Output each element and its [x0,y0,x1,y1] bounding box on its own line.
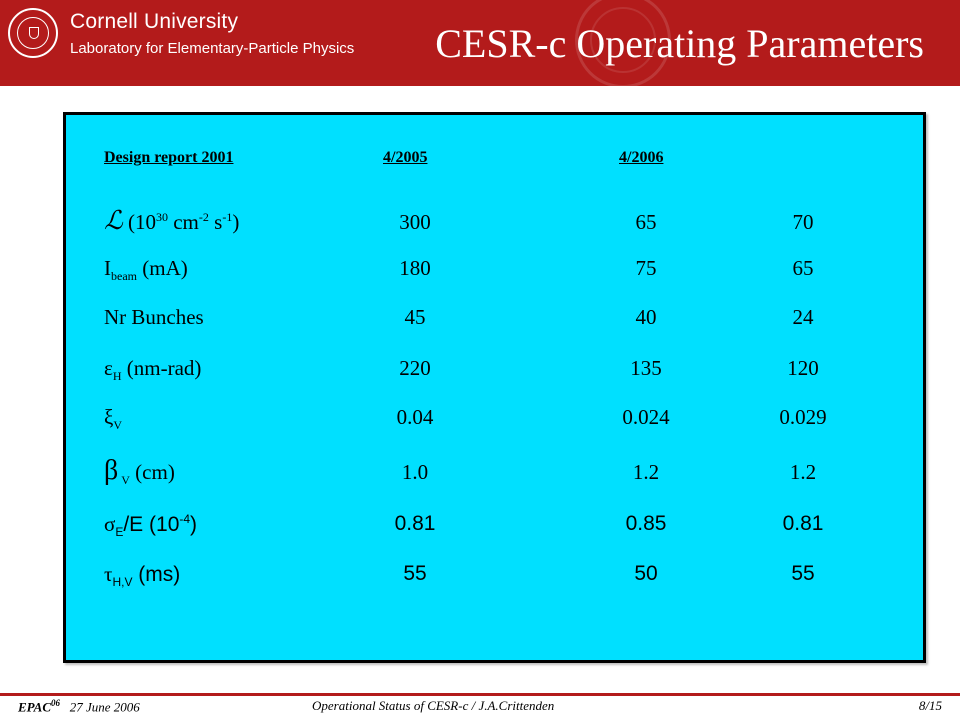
table-cell: 135 [630,356,662,380]
table-cell: 1.2 [789,460,817,484]
parameters-panel [63,112,926,663]
table-cell: 300 [399,210,431,234]
table-cell: 75 [635,256,657,280]
table-cell: 180 [399,256,431,280]
laboratory-name: Laboratory for Elementary-Particle Physi… [70,40,355,57]
table-cell: 0.85 [625,512,667,535]
column-header-design-report: Design report 2001 [104,149,234,166]
column-header-2005: 4/2005 [383,149,428,166]
seal-watermark-icon [575,0,671,88]
table-cell: 220 [399,356,431,380]
slide-title: CESR-c Operating Parameters [435,21,924,66]
table-cell: 50 [634,562,658,585]
row-label-emittance: εH (nm-rad) [104,356,202,384]
table-cell: 40 [635,305,657,329]
row-label-beta: β V (cm) [104,455,175,488]
table-cell: 0.029 [779,405,827,429]
row-label-beam-current: Ibeam (mA) [104,256,188,284]
footer-page-number: 8/15 [918,698,942,713]
row-label-energy-spread: σE/E (10-4) [104,512,198,540]
table-cell: 70 [792,210,814,234]
table-cell: 0.81 [782,512,824,535]
row-label-luminosity: ℒ (1030 cm-2 s-1) [104,206,240,236]
footer-talk-title: Operational Status of CESR-c / J.A.Critt… [312,698,555,713]
table-cell: 45 [404,305,426,329]
table-cell: 65 [635,210,657,234]
footer-conference: EPAC06 27 June 2006 [18,698,140,715]
table-cell: 0.04 [396,405,434,429]
column-header-2006: 4/2006 [619,149,664,166]
table-cell: 0.024 [622,405,670,429]
table-cell: 55 [791,562,815,585]
university-seal-icon [8,8,58,58]
footer-divider [0,693,960,696]
table-cell: 55 [403,562,427,585]
table-cell: 65 [792,256,814,280]
table-cell: 1.0 [401,460,429,484]
table-cell: 1.2 [632,460,660,484]
row-label-bunches: Nr Bunches [104,305,204,329]
header-banner: Cornell University Laboratory for Elemen… [0,0,960,88]
table-cell: 120 [787,356,819,380]
table-cell: 0.81 [394,512,436,535]
table-cell: 24 [792,305,814,329]
row-label-damping-time: τH,V (ms) [104,562,181,590]
row-label-tune-shift: ξV [104,405,123,433]
university-name: Cornell University [70,10,239,33]
